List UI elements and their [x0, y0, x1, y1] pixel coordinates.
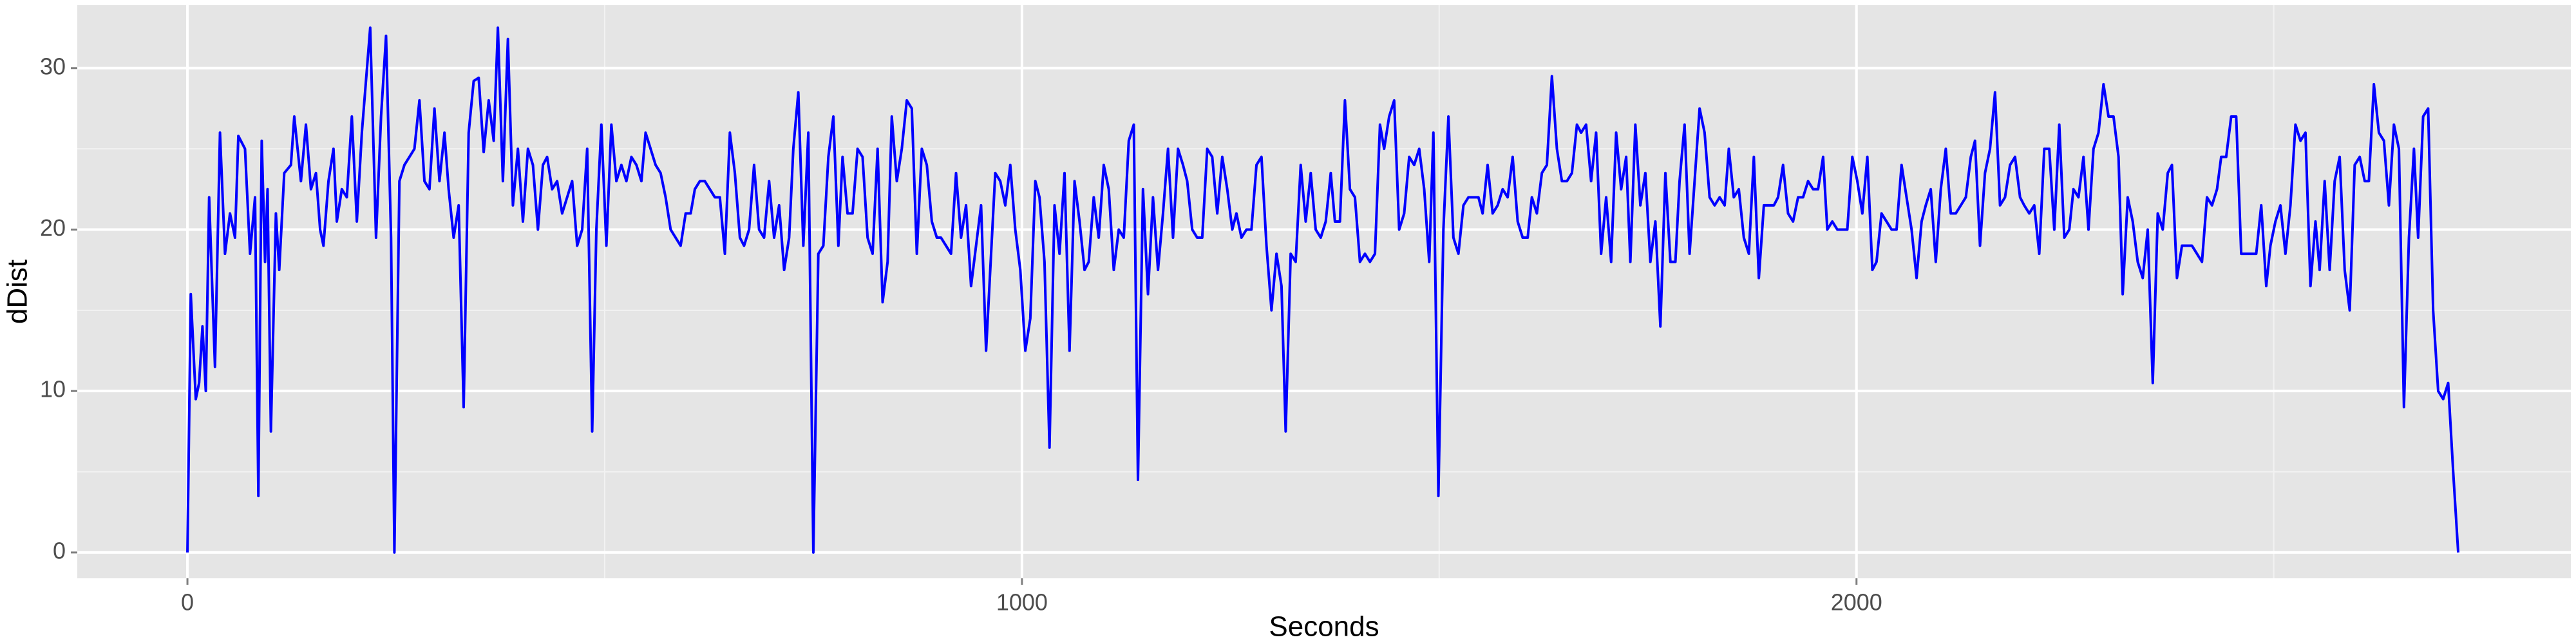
y-tick-label: 30 — [40, 53, 66, 79]
x-tick-label: 0 — [181, 589, 194, 616]
y-tick-label: 20 — [40, 214, 66, 241]
x-tick-label: 2000 — [1831, 589, 1882, 616]
y-tick-label: 10 — [40, 376, 66, 402]
y-tick-label: 0 — [53, 537, 66, 564]
panel — [77, 5, 2571, 578]
x-tick-label: 1000 — [996, 589, 1048, 616]
panel-background — [77, 5, 2571, 578]
y-axis-title: dDist — [2, 260, 33, 324]
data-line — [186, 26, 2460, 554]
x-axis-title: Seconds — [1269, 611, 1379, 643]
